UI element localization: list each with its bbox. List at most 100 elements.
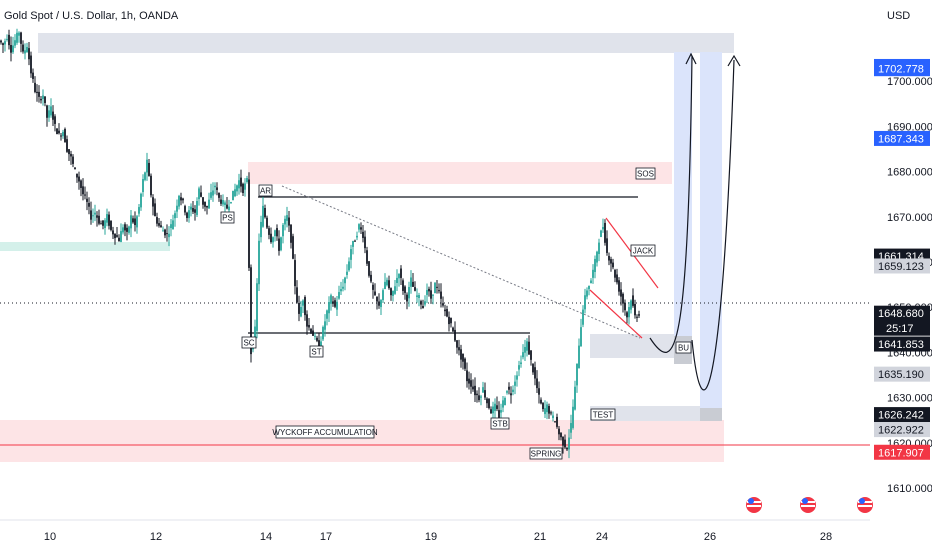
candle-body (126, 227, 128, 232)
candle-body (356, 235, 358, 238)
label-ar[interactable]: AR (258, 184, 273, 197)
candle-body (350, 249, 352, 260)
candle-body (520, 362, 522, 364)
candle-body (152, 197, 154, 207)
channel-lower-line[interactable] (589, 289, 643, 339)
label-bu[interactable]: BU (675, 341, 692, 354)
candle-body (210, 192, 212, 198)
candle-body (466, 370, 468, 382)
price-tag (874, 444, 930, 460)
candle-body (150, 175, 152, 196)
candle-body (222, 200, 224, 205)
bu-zone[interactable] (590, 334, 674, 358)
label-wyckoff[interactable]: WYCKOFF ACCUMULATION (272, 425, 378, 439)
chart-title: Gold Spot / U.S. Dollar, 1h, OANDA (4, 10, 179, 22)
label-bu-text: BU (678, 344, 689, 353)
candle-body (174, 213, 176, 219)
candle-body (420, 301, 422, 305)
candle-body (306, 314, 308, 327)
label-spring[interactable]: SPRING (529, 447, 563, 460)
us-flag-event-icon[interactable] (800, 497, 816, 513)
time-axis[interactable] (0, 519, 932, 550)
trend-line[interactable] (281, 185, 641, 339)
label-ps[interactable]: PS (220, 211, 235, 224)
candle-body (554, 421, 556, 423)
candle-body (144, 172, 146, 180)
candle-body (300, 306, 302, 317)
candle-body (470, 380, 472, 387)
test-block (700, 406, 722, 421)
candle-body (568, 437, 570, 450)
candle-body (276, 228, 278, 237)
candle-body (26, 46, 28, 53)
candle-body (412, 281, 414, 287)
us-flag-event-icon[interactable] (746, 497, 762, 513)
candle-body (450, 318, 452, 324)
candle-body (118, 237, 120, 242)
candle-body (98, 215, 100, 224)
candle-body (32, 72, 34, 79)
label-jack[interactable]: JACK (630, 244, 656, 257)
candle-body (176, 205, 178, 212)
candle-body (538, 388, 540, 395)
label-test[interactable]: TEST (590, 408, 616, 421)
candle-body (500, 410, 502, 413)
candle-body (322, 326, 324, 340)
candle-body (262, 205, 264, 227)
time-tick-label: 12 (150, 531, 162, 543)
candle-body (124, 224, 126, 231)
candle-body (302, 300, 304, 306)
candle-body (424, 301, 426, 305)
candle-body (138, 207, 140, 214)
time-tick-label: 10 (44, 531, 56, 543)
candle-body (90, 210, 92, 220)
candle-body (404, 286, 406, 293)
candle-body (572, 406, 574, 428)
candle-body (30, 55, 32, 74)
candle-body (82, 186, 84, 195)
candle-body (70, 153, 72, 157)
candle-body (634, 303, 636, 316)
candle-body (502, 400, 504, 408)
candle-body (368, 261, 370, 276)
candle-body (510, 393, 512, 396)
label-sc[interactable]: SC (241, 336, 257, 349)
candle-body (468, 378, 470, 384)
sos-zone[interactable] (248, 162, 672, 184)
candle-body (164, 229, 166, 236)
projection-arrow-1 (649, 55, 693, 353)
test-zone[interactable] (590, 406, 722, 421)
candle-body (414, 287, 416, 291)
candle-body (268, 228, 270, 235)
label-stb[interactable]: STB (490, 417, 510, 430)
candle-body (260, 221, 262, 238)
candle-body (472, 386, 474, 390)
candle-body (390, 288, 392, 296)
candle-body (436, 286, 438, 288)
candle-body (8, 34, 10, 46)
candle-body (610, 259, 612, 264)
price-tag-label: 1641.853 (878, 339, 924, 351)
candle-body (218, 193, 220, 198)
candle-body (590, 280, 592, 284)
candle-body (238, 180, 240, 189)
candle-body (618, 280, 620, 292)
us-flag-event-icon[interactable] (857, 497, 873, 513)
candle-body (456, 340, 458, 348)
candle-body (318, 340, 320, 351)
candle-body (578, 345, 580, 369)
support-zone-left[interactable] (0, 242, 170, 251)
time-tick-label: 14 (260, 531, 272, 543)
label-st[interactable]: ST (309, 345, 324, 358)
label-sos[interactable]: SOS (635, 167, 656, 180)
label-ps-text: PS (222, 214, 233, 223)
target-zone[interactable] (38, 33, 734, 53)
candle-body (94, 212, 96, 215)
candle-body (530, 350, 532, 360)
candle-body (220, 199, 222, 204)
candle-body (310, 328, 312, 333)
candle-body (614, 269, 616, 278)
candle-body (362, 231, 364, 238)
candle-body (564, 439, 566, 448)
